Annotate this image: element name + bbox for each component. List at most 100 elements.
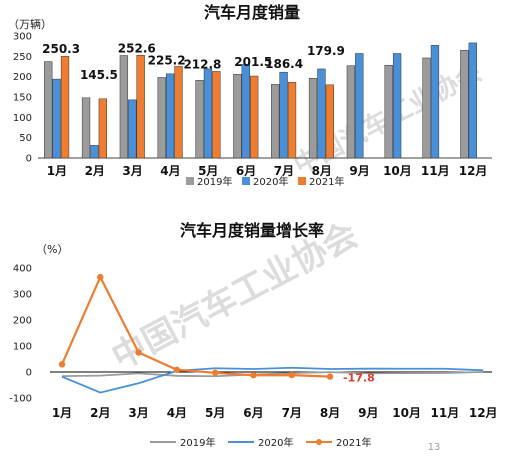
data-label-2021: 252.6 bbox=[118, 41, 156, 55]
y-tick-label: 50 bbox=[19, 133, 32, 144]
x-tick-label: 2月 bbox=[85, 164, 105, 178]
bar-2019年-11月 bbox=[422, 57, 431, 159]
legend-label: 2021年 bbox=[309, 175, 344, 188]
point-2021 bbox=[58, 361, 66, 368]
x-tick-label: 3月 bbox=[122, 164, 142, 178]
bar-2019年-7月 bbox=[271, 84, 280, 159]
x-tick-label: 2月 bbox=[90, 406, 110, 420]
bar-2021年-2月 bbox=[98, 98, 107, 159]
legend-label: 2020年 bbox=[253, 175, 288, 188]
bar-2020年-6月 bbox=[241, 64, 250, 159]
bar-2020年-8月 bbox=[317, 68, 326, 159]
bar-2021年-3月 bbox=[136, 55, 145, 159]
bar-2020年-2月 bbox=[90, 145, 99, 159]
bar-2019年-8月 bbox=[308, 78, 318, 159]
bar-chart-title: 汽车月度销量 bbox=[204, 3, 300, 22]
y-tick-label: 0 bbox=[26, 154, 32, 165]
bar-2020年-5月 bbox=[203, 68, 213, 159]
legend-label: 2019年 bbox=[180, 436, 215, 449]
bar-2019年-10月 bbox=[384, 65, 393, 159]
point-2021 bbox=[326, 373, 334, 380]
y-tick-label: 200 bbox=[13, 72, 32, 83]
bar-2020年-7月 bbox=[279, 71, 288, 159]
x-tick-label: 7月 bbox=[282, 406, 302, 420]
x-tick-label: 11月 bbox=[421, 164, 450, 178]
bar-2019年-6月 bbox=[233, 73, 242, 159]
page-number: 13 bbox=[428, 442, 441, 453]
bar-chart: 0 50 100 150 200 250 300 1月 2月 3月 4月 5月 6月 7月 8月 9月 10月 1… bbox=[13, 32, 492, 188]
x-tick-label: 3月 bbox=[128, 406, 148, 420]
legend-label: 2020年 bbox=[258, 436, 293, 449]
bar-2019年-2月 bbox=[81, 97, 91, 159]
x-tick-label: 12月 bbox=[469, 406, 498, 420]
bar-2019年-12月 bbox=[460, 49, 469, 159]
bar-2021年-8月 bbox=[325, 84, 335, 159]
legend-swatch-2020年 bbox=[242, 177, 250, 185]
bar-2020年-3月 bbox=[128, 99, 137, 159]
legend-swatch-2021年 bbox=[298, 177, 306, 185]
point-2021 bbox=[173, 366, 181, 373]
data-label-2021: 225.2 bbox=[148, 53, 186, 67]
bar-2019年-1月 bbox=[44, 61, 53, 159]
point-2021 bbox=[288, 371, 295, 379]
bar-2021年-5月 bbox=[212, 71, 221, 159]
bar-2021年-6月 bbox=[250, 75, 259, 159]
x-tick-label: 6月 bbox=[236, 164, 256, 178]
y-tick-label: 0 bbox=[26, 368, 32, 379]
bar-2021年-7月 bbox=[287, 81, 297, 159]
annotation-label: -17.8 bbox=[343, 372, 375, 385]
point-2021 bbox=[211, 369, 219, 377]
y-tick-label: 200 bbox=[13, 316, 32, 327]
data-label-2021: 145.5 bbox=[80, 68, 118, 82]
x-tick-label: 10月 bbox=[392, 406, 421, 420]
x-tick-label: 6月 bbox=[243, 406, 263, 420]
line-series-2021年 bbox=[60, 274, 331, 378]
y-tick-label: 300 bbox=[13, 290, 32, 301]
x-tick-label: 9月 bbox=[349, 164, 369, 178]
bar-chart-unit-label: （万辆） bbox=[8, 17, 52, 31]
point-2021 bbox=[97, 273, 104, 281]
line-series-2020年 bbox=[61, 366, 484, 394]
bar-2020年-10月 bbox=[392, 53, 402, 159]
line-chart-unit-label: （%） bbox=[36, 243, 68, 256]
bar-2019年-3月 bbox=[119, 55, 129, 159]
bar-2019年-5月 bbox=[195, 80, 204, 159]
bar-2021年-4月 bbox=[174, 66, 183, 159]
data-label-2021: 186.4 bbox=[265, 57, 303, 71]
bar-2020年-11月 bbox=[430, 45, 440, 159]
legend-label: 2021年 bbox=[336, 436, 371, 449]
point-2021 bbox=[135, 349, 142, 356]
data-label-2021: 250.3 bbox=[42, 42, 80, 56]
bar-2020年-1月 bbox=[52, 78, 61, 159]
y-tick-label: 250 bbox=[13, 52, 32, 63]
x-tick-label: 12月 bbox=[459, 164, 488, 178]
y-tick-label: 100 bbox=[13, 342, 32, 353]
legend-label: 2019年 bbox=[197, 175, 232, 188]
y-tick-label: -100 bbox=[9, 394, 32, 405]
data-label-2021: 179.9 bbox=[307, 44, 345, 58]
data-label-2021: 201.5 bbox=[234, 55, 272, 69]
x-tick-label: 5月 bbox=[205, 406, 225, 420]
line-series-2019年 bbox=[61, 371, 484, 378]
bar-2021年-1月 bbox=[60, 55, 70, 159]
data-label-2021: 212.8 bbox=[183, 57, 221, 71]
y-tick-label: 150 bbox=[13, 93, 32, 104]
y-tick-label: 300 bbox=[13, 32, 32, 43]
x-tick-label: 4月 bbox=[167, 406, 187, 420]
x-tick-label: 10月 bbox=[383, 164, 412, 178]
x-tick-label: 1月 bbox=[47, 164, 67, 178]
bar-2019年-4月 bbox=[157, 77, 166, 159]
point-2021 bbox=[250, 372, 257, 379]
x-tick-label: 8月 bbox=[320, 406, 340, 420]
x-tick-label: 7月 bbox=[274, 164, 294, 178]
y-tick-label: 100 bbox=[13, 113, 32, 124]
legend-marker bbox=[316, 439, 322, 445]
bar-2019年-9月 bbox=[346, 65, 356, 159]
bar-2020年-9月 bbox=[355, 53, 364, 159]
x-tick-label: 8月 bbox=[312, 164, 332, 178]
y-tick-label: 400 bbox=[13, 264, 32, 275]
line-chart-title: 汽车月度销量增长率 bbox=[180, 221, 324, 240]
x-tick-label: 4月 bbox=[160, 164, 180, 178]
x-tick-label: 9月 bbox=[358, 406, 378, 420]
